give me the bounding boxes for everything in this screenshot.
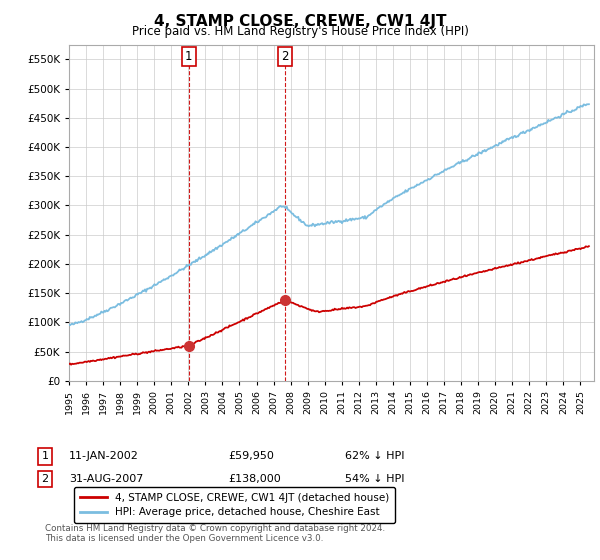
Text: 1: 1	[41, 451, 49, 461]
Text: Contains HM Land Registry data © Crown copyright and database right 2024.
This d: Contains HM Land Registry data © Crown c…	[45, 524, 385, 543]
Text: 2: 2	[41, 474, 49, 484]
Legend: 4, STAMP CLOSE, CREWE, CW1 4JT (detached house), HPI: Average price, detached ho: 4, STAMP CLOSE, CREWE, CW1 4JT (detached…	[74, 487, 395, 524]
Text: 4, STAMP CLOSE, CREWE, CW1 4JT: 4, STAMP CLOSE, CREWE, CW1 4JT	[154, 14, 446, 29]
Text: £138,000: £138,000	[228, 474, 281, 484]
Text: 2: 2	[281, 50, 289, 63]
Text: 62% ↓ HPI: 62% ↓ HPI	[345, 451, 404, 461]
Text: 11-JAN-2002: 11-JAN-2002	[69, 451, 139, 461]
Text: 31-AUG-2007: 31-AUG-2007	[69, 474, 143, 484]
Text: 54% ↓ HPI: 54% ↓ HPI	[345, 474, 404, 484]
Text: £59,950: £59,950	[228, 451, 274, 461]
Text: Price paid vs. HM Land Registry's House Price Index (HPI): Price paid vs. HM Land Registry's House …	[131, 25, 469, 38]
Text: 1: 1	[185, 50, 193, 63]
